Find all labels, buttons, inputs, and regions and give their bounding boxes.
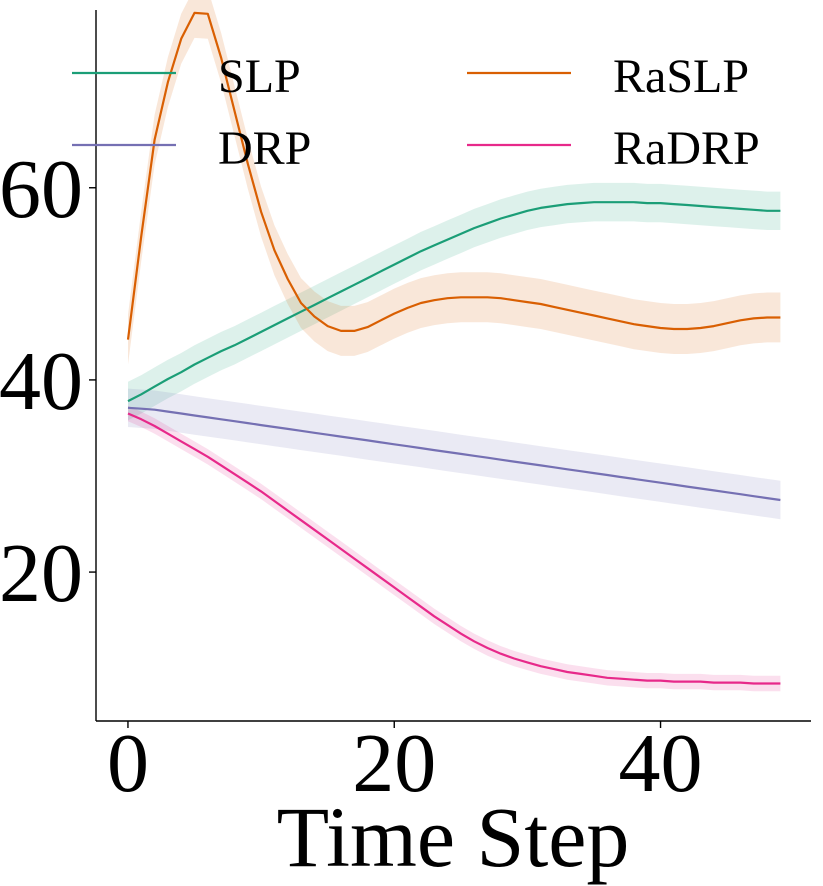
radrp-line — [127, 412, 781, 685]
x-axis-title: Time Step — [277, 789, 630, 885]
y-axis-ticks: 20 40 60 — [0, 143, 96, 620]
legend-label: DRP — [218, 122, 311, 175]
legend-label: RaDRP — [613, 122, 760, 175]
x-tick-label: 20 — [352, 717, 436, 810]
raslp-confidence-band — [128, 0, 781, 365]
radrp-confidence-band — [128, 405, 781, 692]
y-tick-label: 40 — [0, 335, 83, 428]
x-axis-ticks: 0 20 40 — [107, 717, 703, 810]
slp-line — [127, 201, 781, 403]
drp-line — [127, 406, 781, 502]
legend-label: SLP — [218, 50, 301, 103]
confidence-bands — [128, 0, 781, 692]
legend-item-radrp: RaDRP — [467, 122, 760, 175]
x-tick-label: 0 — [107, 717, 149, 810]
raslp-line — [126, 11, 781, 340]
y-tick-label: 60 — [0, 143, 83, 236]
legend-label: RaSLP — [613, 50, 749, 103]
x-tick-label: 40 — [619, 717, 703, 810]
y-tick-label: 20 — [0, 527, 83, 620]
legend: SLP RaSLP DRP RaDRP — [72, 50, 760, 175]
legend-item-drp: DRP — [72, 122, 311, 175]
legend-item-raslp: RaSLP — [467, 50, 749, 103]
series-lines — [126, 11, 781, 685]
legend-item-slp: SLP — [72, 50, 301, 103]
